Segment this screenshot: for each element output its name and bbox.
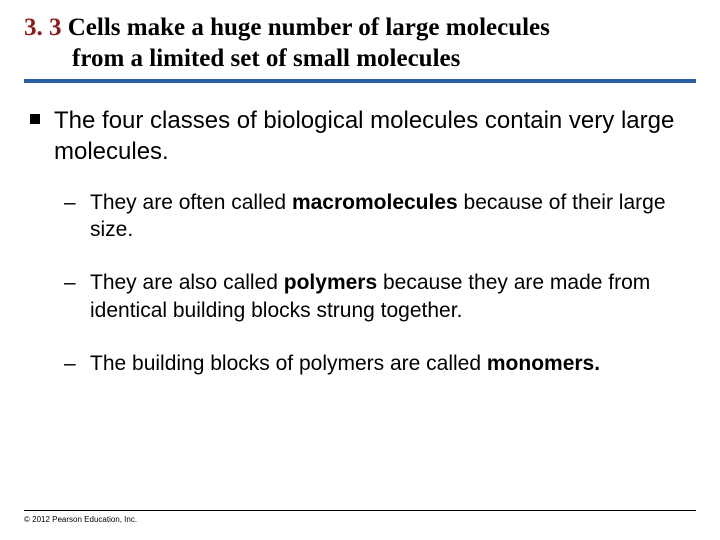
- title-block: 3. 3 Cells make a huge number of large m…: [24, 12, 696, 83]
- title-underline: [24, 79, 696, 83]
- text-segment: They are also called: [90, 271, 284, 294]
- square-bullet-icon: [30, 114, 40, 124]
- slide: 3. 3 Cells make a huge number of large m…: [0, 0, 720, 540]
- bullet-text: The four classes of biological molecules…: [54, 105, 696, 167]
- dash-bullet-icon: –: [64, 189, 78, 216]
- bullet-level-1: The four classes of biological molecules…: [30, 105, 696, 167]
- footer-rule: [24, 510, 696, 511]
- dash-bullet-icon: –: [64, 350, 78, 377]
- bullet-level-2: – They are also called polymers because …: [64, 269, 696, 324]
- slide-title: 3. 3 Cells make a huge number of large m…: [24, 12, 696, 75]
- sub-bullet-text: They are also called polymers because th…: [90, 269, 696, 324]
- text-segment: They are often called: [90, 191, 292, 214]
- sub-bullet-text: The building blocks of polymers are call…: [90, 350, 600, 377]
- bullet-level-2: – They are often called macromolecules b…: [64, 189, 696, 244]
- title-line-2: from a limited set of small molecules: [24, 43, 696, 74]
- section-number: 3. 3: [24, 14, 62, 41]
- dash-bullet-icon: –: [64, 269, 78, 296]
- body-content: The four classes of biological molecules…: [24, 105, 696, 378]
- footer: © 2012 Pearson Education, Inc.: [24, 510, 696, 524]
- title-line-1: Cells make a huge number of large molecu…: [62, 14, 550, 41]
- sub-bullet-group: – They are often called macromolecules b…: [30, 189, 696, 377]
- bullet-level-2: – The building blocks of polymers are ca…: [64, 350, 696, 377]
- text-segment: The building blocks of polymers are call…: [90, 352, 487, 375]
- bold-term: polymers: [284, 271, 377, 294]
- copyright-text: © 2012 Pearson Education, Inc.: [24, 515, 696, 524]
- sub-bullet-text: They are often called macromolecules bec…: [90, 189, 696, 244]
- bold-term: monomers.: [487, 352, 600, 375]
- bold-term: macromolecules: [292, 191, 458, 214]
